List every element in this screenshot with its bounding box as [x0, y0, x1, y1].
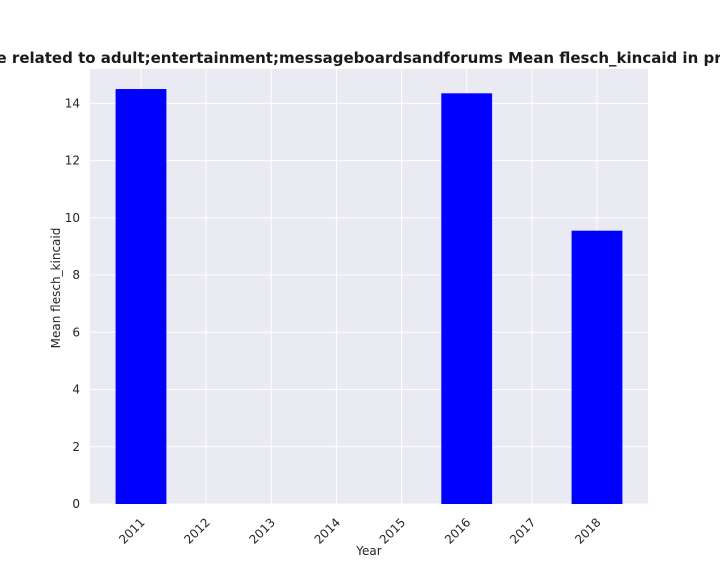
y-tick-labels: 0 2 4 6 8 10 12 14: [65, 96, 80, 511]
chart-title: es are related to adult;entertainment;me…: [0, 49, 720, 67]
x-tick-label-2011: 2011: [116, 515, 147, 546]
x-tick-label-2018: 2018: [572, 515, 603, 546]
y-tick-label: 12: [65, 154, 80, 168]
y-tick-label: 2: [72, 440, 80, 454]
y-axis-label: Mean flesch_kincaid: [49, 228, 63, 349]
y-tick-label: 14: [65, 96, 80, 110]
x-axis-label: Year: [355, 544, 381, 558]
y-tick-label: 4: [72, 383, 80, 397]
x-tick-label-2012: 2012: [181, 515, 212, 546]
x-tick-label-2014: 2014: [312, 515, 343, 546]
x-tick-labels: 2011 2012 2013 2014 2015 2016 2017 2018: [116, 515, 603, 546]
y-tick-label: 0: [72, 497, 80, 511]
bar-2016: [441, 93, 493, 505]
y-tick-label: 6: [72, 325, 80, 339]
plot-area: [90, 69, 648, 504]
y-tick-label: 8: [72, 268, 80, 282]
bar-2011: [115, 89, 167, 504]
y-tick-label: 10: [65, 211, 80, 225]
x-tick-label-2013: 2013: [246, 515, 277, 546]
x-tick-label-2015: 2015: [377, 515, 408, 546]
bars: [115, 89, 623, 505]
x-tick-label-2017: 2017: [507, 515, 538, 546]
bar-2018: [571, 230, 623, 504]
x-tick-label-2016: 2016: [442, 515, 473, 546]
